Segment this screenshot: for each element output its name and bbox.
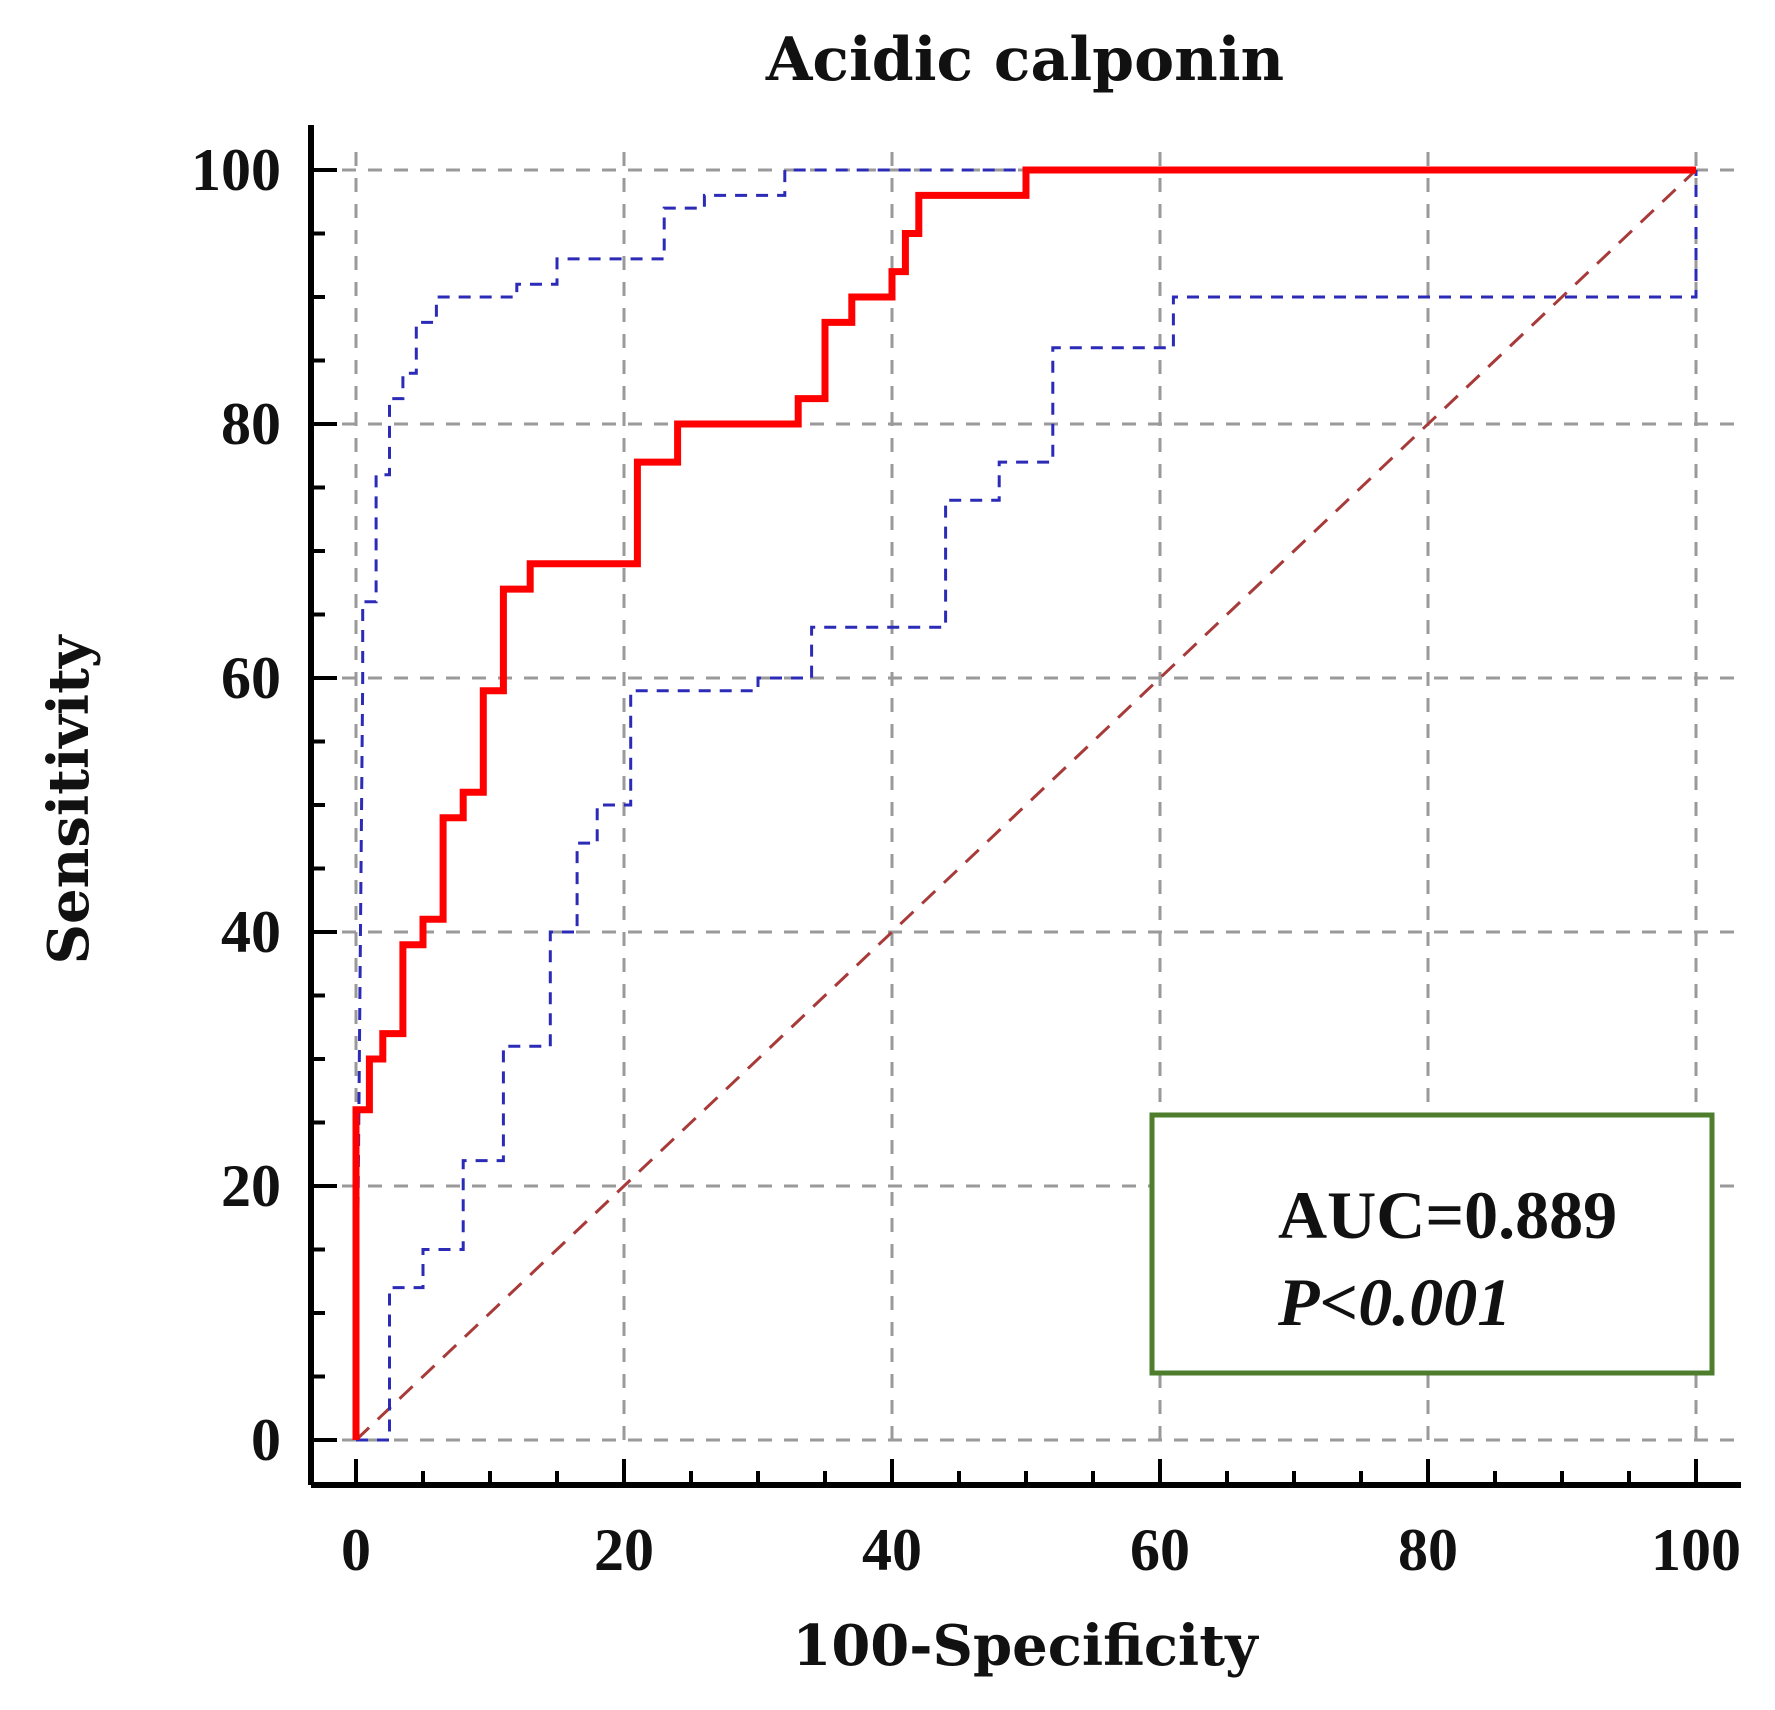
x-tick-label-20: 20 — [594, 1517, 654, 1583]
y-axis-label: Sensitivity — [36, 634, 102, 964]
x-tick-labels: 0 20 40 60 80 100 — [341, 1517, 1741, 1583]
chart-title: Acidic calponin — [765, 25, 1284, 95]
y-tick-label-40: 40 — [221, 899, 281, 965]
ci-lower-curve — [356, 170, 1698, 1442]
reference-curve — [354, 168, 1698, 1442]
x-tick-label-0: 0 — [341, 1517, 371, 1583]
x-tick-label-100: 100 — [1651, 1517, 1741, 1583]
series-layer — [352, 166, 1698, 1442]
y-tick-label-60: 60 — [221, 645, 281, 711]
x-tick-label-60: 60 — [1130, 1517, 1190, 1583]
y-tick-label-80: 80 — [221, 391, 281, 457]
x-tick-label-80: 80 — [1398, 1517, 1458, 1583]
axes — [308, 125, 1741, 1488]
annotation-frame — [1149, 1112, 1715, 1376]
auc-annotation-box: AUC=0.889 P<0.001 — [1149, 1112, 1715, 1376]
y-tick-label-20: 20 — [221, 1153, 281, 1219]
y-tick-label-0: 0 — [251, 1407, 281, 1473]
y-tick-labels: 0 20 40 60 80 100 — [191, 137, 281, 1473]
x-tick-label-40: 40 — [862, 1517, 922, 1583]
x-axis-label: 100-Specificity — [792, 1613, 1259, 1679]
y-tick-label-100: 100 — [191, 137, 281, 203]
auc-value: AUC=0.889 — [1278, 1177, 1617, 1253]
p-value: P<0.001 — [1277, 1264, 1511, 1340]
roc-curve — [352, 166, 1696, 1440]
